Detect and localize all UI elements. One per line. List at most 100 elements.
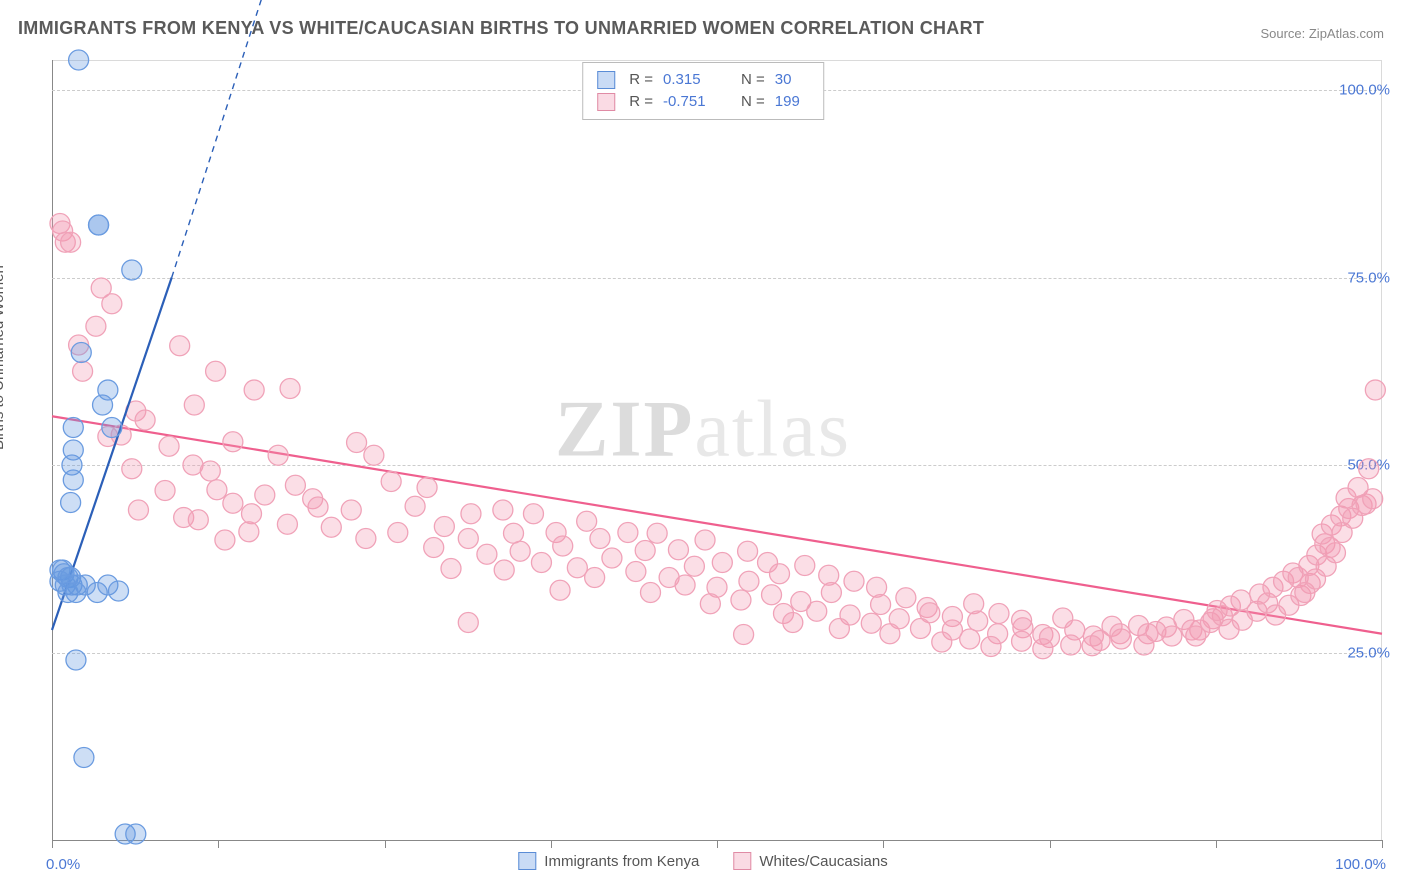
- data-point: [89, 215, 109, 235]
- scatter-svg: [52, 60, 1382, 840]
- data-point: [71, 343, 91, 363]
- data-point: [206, 361, 226, 381]
- data-point: [66, 583, 86, 603]
- data-point: [531, 553, 551, 573]
- data-point: [618, 523, 638, 543]
- data-point: [102, 418, 122, 438]
- data-point: [242, 504, 262, 524]
- chart-container: IMMIGRANTS FROM KENYA VS WHITE/CAUCASIAN…: [0, 0, 1406, 892]
- data-point: [795, 556, 815, 576]
- data-point: [675, 575, 695, 595]
- data-point: [684, 556, 704, 576]
- data-point: [647, 523, 667, 543]
- legend-n-value-pink: 199: [775, 91, 809, 113]
- data-point: [341, 500, 361, 520]
- data-point: [434, 517, 454, 537]
- data-point: [981, 637, 1001, 657]
- data-point: [93, 395, 113, 415]
- series-legend: Immigrants from Kenya Whites/Caucasians: [518, 852, 887, 870]
- data-point: [122, 260, 142, 280]
- legend-r-value-pink: -0.751: [663, 91, 725, 113]
- data-point: [1134, 635, 1154, 655]
- data-point: [668, 540, 688, 560]
- data-point: [731, 590, 751, 610]
- legend-n-label: N =: [741, 69, 765, 91]
- data-point: [477, 544, 497, 564]
- legend-label-blue: Immigrants from Kenya: [544, 853, 699, 870]
- data-point: [712, 553, 732, 573]
- data-point: [200, 461, 220, 481]
- data-point: [277, 514, 297, 534]
- data-point: [700, 594, 720, 614]
- data-point: [504, 523, 524, 543]
- x-axis-max-label: 100.0%: [1335, 856, 1386, 873]
- data-point: [1365, 380, 1385, 400]
- legend-r-label: R =: [629, 91, 653, 113]
- data-point: [184, 395, 204, 415]
- data-point: [770, 564, 790, 584]
- data-point: [844, 571, 864, 591]
- data-point: [783, 613, 803, 633]
- data-point: [268, 445, 288, 465]
- data-point: [880, 624, 900, 644]
- data-point: [602, 548, 622, 568]
- data-point: [461, 504, 481, 524]
- swatch-blue-icon: [597, 71, 615, 89]
- data-point: [86, 316, 106, 336]
- data-point: [61, 493, 81, 513]
- data-point: [63, 418, 83, 438]
- data-point: [170, 336, 190, 356]
- data-point: [69, 50, 89, 70]
- data-point: [695, 530, 715, 550]
- x-tick-mark: [218, 840, 219, 848]
- data-point: [829, 619, 849, 639]
- legend-item-pink: Whites/Caucasians: [733, 852, 887, 870]
- data-point: [285, 475, 305, 495]
- data-point: [223, 493, 243, 513]
- data-point: [424, 538, 444, 558]
- data-point: [1186, 626, 1206, 646]
- data-point: [1359, 459, 1379, 479]
- data-point: [964, 594, 984, 614]
- swatch-pink-icon: [597, 93, 615, 111]
- x-tick-mark: [551, 840, 552, 848]
- data-point: [960, 629, 980, 649]
- legend-n-value-blue: 30: [775, 69, 809, 91]
- legend-r-value-blue: 0.315: [663, 69, 725, 91]
- data-point: [989, 604, 1009, 624]
- data-point: [458, 529, 478, 549]
- data-point: [388, 523, 408, 543]
- data-point: [1162, 626, 1182, 646]
- x-tick-mark: [52, 840, 53, 848]
- data-point: [128, 500, 148, 520]
- data-point: [553, 536, 573, 556]
- data-point: [585, 568, 605, 588]
- data-point: [871, 595, 891, 615]
- swatch-blue-icon: [518, 852, 536, 870]
- data-point: [821, 583, 841, 603]
- data-point: [159, 436, 179, 456]
- data-point: [441, 559, 461, 579]
- data-point: [738, 541, 758, 561]
- data-point: [896, 588, 916, 608]
- x-tick-mark: [883, 840, 884, 848]
- data-point: [626, 562, 646, 582]
- swatch-pink-icon: [733, 852, 751, 870]
- data-point: [494, 560, 514, 580]
- data-point: [635, 541, 655, 561]
- chart-title: IMMIGRANTS FROM KENYA VS WHITE/CAUCASIAN…: [18, 18, 984, 39]
- data-point: [762, 585, 782, 605]
- x-tick-mark: [1216, 840, 1217, 848]
- data-point: [1111, 629, 1131, 649]
- data-point: [188, 510, 208, 530]
- data-point: [321, 517, 341, 537]
- trend-line-extension: [172, 0, 305, 278]
- data-point: [1033, 639, 1053, 659]
- data-point: [968, 611, 988, 631]
- data-point: [641, 583, 661, 603]
- x-tick-mark: [385, 840, 386, 848]
- data-point: [510, 541, 530, 561]
- x-tick-mark: [1382, 840, 1383, 848]
- legend-row-blue: R = 0.315 N = 30: [597, 69, 809, 91]
- data-point: [122, 459, 142, 479]
